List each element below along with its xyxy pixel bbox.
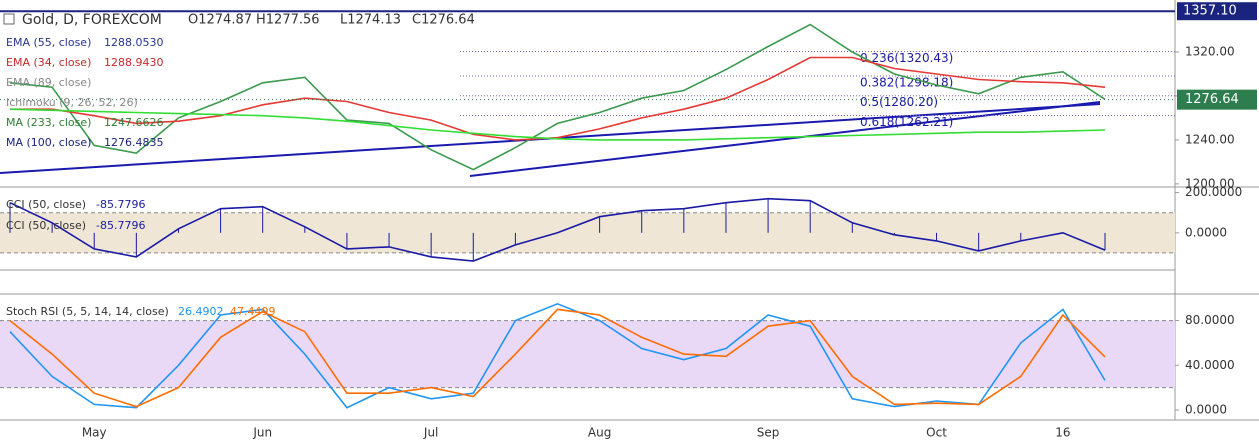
trend-line [469,101,1101,177]
series-line [9,23,1106,171]
y-tick-label: 0.0000 [1185,225,1227,239]
fib-label: 0.618(1262.21) [860,115,953,129]
ohlc-open: O1274.87 [188,13,252,28]
indicator-value: -85.7796 [96,219,145,232]
legend-label: MA (233, close) [6,116,91,129]
fib-label: 0.382(1298.18) [860,75,953,89]
indicator-value: -85.7796 [96,198,145,211]
indicator-title: CCI (50, close) [6,219,86,232]
fib-label: 0.5(1280.20) [860,95,938,109]
price-tag [1177,89,1257,110]
legend-label: Ichimoku (9, 26, 52, 26) [6,96,138,109]
x-tick-label: 16 [1055,426,1070,440]
legend-value: 1276.4835 [104,136,164,149]
indicator-title: CCI (50, close) [6,198,86,211]
band [0,212,1175,253]
indicator-title: Stoch RSI (5, 5, 14, 14, close) [6,305,169,318]
x-tick-label: Jun [252,426,272,440]
y-tick-label: 40.0000 [1185,358,1235,372]
legend-label: MA (100, close) [6,136,91,149]
x-tick-label: Oct [926,426,947,440]
indicator-value: 26.4902 [178,305,224,318]
header: Gold, D, FOREXCOM O1274.87 H1277.56 L127… [3,12,475,28]
y-tick-label: 1200.00 [1185,176,1235,190]
x-tick-label: May [82,426,107,440]
x-tick-label: Aug [588,426,611,440]
price-tag-label: 1276.64 [1185,92,1239,107]
x-tick-label: Sep [757,426,780,440]
fib-label: 0.236(1320.43) [860,51,953,65]
legend-label: EMA (34, close) [6,56,91,69]
series-line [10,56,1106,141]
legend-value: 1288.0530 [104,36,164,49]
y-tick-label: 1240.00 [1185,132,1235,146]
y-tick-label: 80.0000 [1185,313,1235,327]
legend-value: 1288.9430 [104,56,164,69]
y-tick-label: 200.0000 [1185,185,1242,199]
x-tick-label: Jul [423,426,438,440]
collapse-icon[interactable] [3,13,15,25]
price-tag [1177,2,1257,21]
legend-value: 1247.6626 [104,116,164,129]
series-line [9,108,1106,141]
series-line [9,308,1106,408]
series-line [9,197,1106,262]
legend-label: EMA (55, close) [6,36,91,49]
y-tick-label: 1320.00 [1185,44,1235,58]
ohlc-high: H1277.56 [256,13,320,28]
band [0,320,1175,388]
indicator-value: 47.4499 [230,305,276,318]
price-tag-label: 1357.10 [1183,4,1237,19]
ohlc-close: C1276.64 [412,13,475,28]
legend-label: EMA (89, close) [6,76,91,89]
symbol-title: Gold, D, FOREXCOM [22,12,162,28]
ohlc-low: L1274.13 [340,13,401,28]
y-tick-label: 0.0000 [1185,402,1227,416]
